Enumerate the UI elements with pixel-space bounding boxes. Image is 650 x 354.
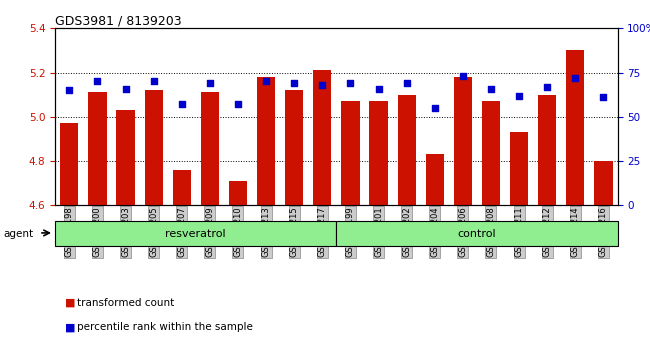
Bar (482, 101, 500, 205)
Point (177, 102, 187, 107)
Text: transformed count: transformed count (77, 298, 174, 308)
Point (345, 80, 356, 86)
Text: GDS3981 / 8139203: GDS3981 / 8139203 (55, 14, 182, 27)
Point (261, 79, 271, 84)
Bar (398, 95, 416, 205)
Bar (229, 181, 247, 205)
Point (373, 86, 384, 91)
Point (233, 102, 243, 107)
FancyBboxPatch shape (55, 221, 337, 246)
Bar (369, 101, 387, 205)
Point (205, 80, 215, 86)
Point (514, 93, 525, 98)
Point (92, 79, 103, 84)
Point (486, 86, 496, 91)
Point (458, 73, 468, 79)
Text: ■: ■ (65, 298, 75, 308)
Point (64, 87, 75, 93)
Bar (144, 90, 162, 205)
Text: control: control (458, 229, 496, 239)
Bar (88, 92, 107, 205)
Point (430, 105, 440, 111)
Bar (341, 101, 359, 205)
Point (570, 75, 580, 81)
FancyBboxPatch shape (337, 221, 618, 246)
Bar (594, 161, 612, 205)
Bar (285, 90, 304, 205)
Bar (454, 77, 472, 205)
Bar (60, 124, 79, 205)
Point (148, 79, 159, 84)
Point (120, 86, 131, 91)
Point (598, 95, 608, 100)
Point (542, 84, 552, 90)
Text: agent: agent (3, 229, 33, 239)
Bar (313, 70, 332, 205)
Text: percentile rank within the sample: percentile rank within the sample (77, 322, 253, 332)
Point (402, 80, 412, 86)
Bar (510, 132, 528, 205)
Bar (426, 154, 444, 205)
Point (289, 80, 300, 86)
Bar (257, 77, 275, 205)
Bar (566, 51, 584, 205)
Text: ■: ■ (65, 322, 75, 332)
Bar (538, 95, 556, 205)
Bar (173, 170, 191, 205)
Text: resveratrol: resveratrol (166, 229, 226, 239)
Point (317, 82, 328, 88)
Bar (201, 92, 219, 205)
Bar (116, 110, 135, 205)
